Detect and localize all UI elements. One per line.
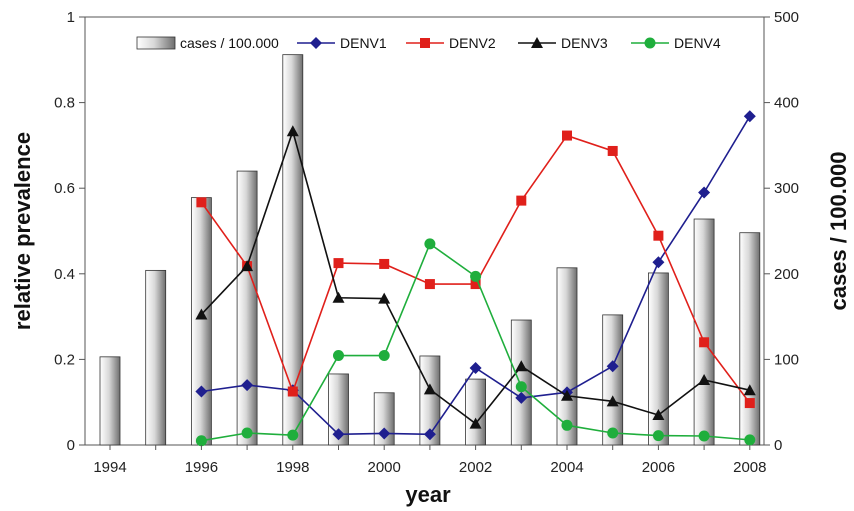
denv4-point-2001 [424, 238, 436, 250]
denv1-point-2002 [469, 361, 482, 374]
denv2-series [196, 130, 755, 409]
denv4-point-2006 [652, 430, 664, 442]
denv2-point-1996 [196, 197, 207, 208]
denv4-point-2003 [515, 381, 527, 393]
line-series [195, 110, 756, 447]
y-tick-label: 1 [67, 9, 75, 26]
bar-2007 [693, 218, 715, 446]
legend-denv1-marker [310, 37, 322, 49]
denv2-point-2007 [699, 337, 710, 348]
denv3-point-2000 [378, 292, 391, 304]
denv4-point-2008 [744, 434, 756, 446]
y2-tick-label: 300 [774, 180, 799, 197]
y-tick-label: 0.4 [54, 266, 75, 283]
denv2-point-2002 [470, 279, 481, 290]
denv2-point-1999 [333, 258, 344, 269]
denv3-point-1996 [195, 308, 208, 320]
denv2-point-2005 [607, 145, 618, 156]
x-tick-label: 2002 [459, 459, 492, 476]
denv3-point-2008 [743, 384, 756, 396]
denv3-point-2003 [515, 360, 528, 372]
y-axis-label-right: cases / 100.000 [826, 151, 851, 310]
denv4-point-1997 [241, 427, 253, 439]
denv1-point-2005 [606, 360, 619, 373]
x-tick-label: 2000 [368, 459, 401, 476]
denv3-point-2002 [469, 417, 482, 429]
denv4-point-2005 [607, 427, 619, 439]
legend-denv3-marker [531, 37, 543, 48]
x-tick-label: 1996 [185, 459, 218, 476]
denv1-point-1999 [332, 428, 345, 441]
y2-tick-label: 500 [774, 9, 799, 26]
bar-1995 [145, 269, 167, 446]
denv3-point-2006 [652, 409, 665, 421]
y2-tick-label: 100 [774, 351, 799, 368]
legend-bar-swatch [136, 36, 176, 50]
denv1-point-2003 [515, 391, 528, 404]
denv4-series [195, 238, 756, 447]
legend-denv4-label: DENV4 [674, 35, 721, 51]
x-axis-label: year [405, 482, 451, 507]
denv4-point-2000 [378, 350, 390, 362]
denv3-point-2007 [698, 373, 711, 385]
denv3-point-2004 [561, 389, 573, 401]
legend-denv1-label: DENV1 [340, 35, 387, 51]
denv1-point-2001 [423, 428, 436, 441]
legend-denv2-label: DENV2 [449, 35, 496, 51]
x-tick-label: 2004 [550, 459, 583, 476]
denv2-point-2008 [744, 398, 755, 409]
x-tick-label: 2008 [733, 459, 766, 476]
y-axis-label-left: relative prevalence [10, 132, 35, 330]
y-tick-label: 0 [67, 437, 75, 454]
denv3-point-1998 [286, 125, 299, 137]
denv2-point-2003 [516, 195, 527, 206]
denv4-point-2002 [470, 270, 482, 282]
bar-2005 [602, 314, 624, 446]
denv3-series [195, 125, 756, 429]
denv3-point-1997 [241, 260, 254, 272]
denv3-point-2005 [606, 395, 619, 407]
axes: 0 0.2 0.4 0.6 0.8 1 0 100 200 300 400 500 1994 1996 19… [54, 9, 799, 476]
x-tick-label: 2006 [642, 459, 675, 476]
y-tick-label: 0.8 [54, 95, 75, 112]
denv3-point-2001 [423, 383, 436, 395]
y-tick-label: 0.6 [54, 180, 75, 197]
x-tick-label: 1998 [276, 459, 309, 476]
legend-bar-label: cases / 100.000 [180, 35, 279, 51]
denv2-point-1998 [287, 386, 298, 397]
denv2-point-2001 [424, 279, 435, 290]
denv1-point-1997 [241, 379, 254, 392]
denv1-point-2000 [378, 427, 391, 440]
denv3-point-1999 [332, 291, 345, 303]
y2-tick-label: 400 [774, 95, 799, 112]
y-tick-label: 0.2 [54, 351, 75, 368]
denv2-point-2000 [379, 258, 390, 269]
legend-denv3-label: DENV3 [561, 35, 608, 51]
denv2-point-2006 [653, 230, 664, 241]
denv4-point-2007 [698, 430, 710, 442]
legend: cases / 100.000 DENV1 DENV2 DENV3 DENV4 [136, 35, 721, 51]
denv4-point-2004 [561, 419, 573, 431]
denv2-point-2004 [562, 130, 572, 141]
bar-1997 [236, 170, 258, 446]
denv1-point-2008 [743, 110, 756, 123]
denv4-point-1998 [287, 429, 299, 441]
legend-denv4-marker [644, 37, 656, 49]
denv4-point-1999 [333, 350, 344, 362]
denv1-point-1996 [195, 385, 208, 398]
y2-tick-label: 0 [774, 437, 782, 454]
denv1-point-2007 [698, 186, 711, 199]
denv4-point-1996 [195, 435, 207, 447]
bar-2008 [739, 232, 761, 446]
y2-tick-label: 200 [774, 266, 799, 283]
bar-2002 [465, 378, 487, 446]
denv1-point-2006 [652, 256, 665, 269]
bar-1994 [99, 356, 121, 446]
x-tick-label: 1994 [93, 459, 126, 476]
bar-1996 [190, 197, 212, 446]
legend-denv2-marker [420, 38, 430, 48]
